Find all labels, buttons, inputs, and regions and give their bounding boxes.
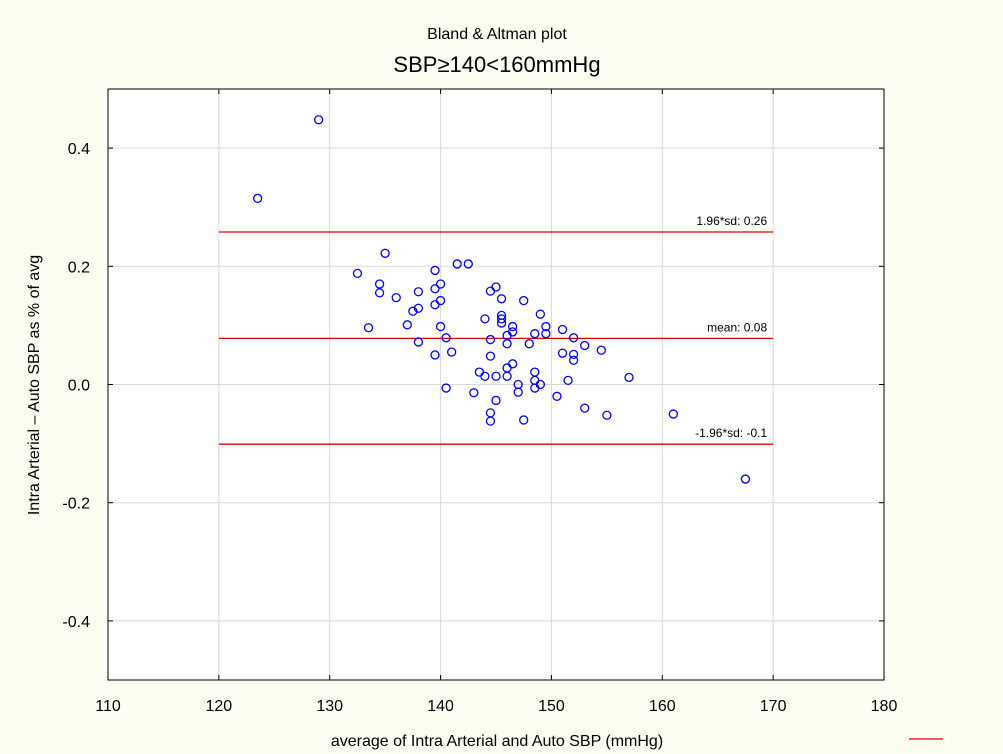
- data-point: [435, 321, 446, 332]
- data-point: [374, 279, 385, 289]
- data-point: [391, 292, 401, 303]
- data-point: [513, 387, 523, 397]
- x-tick-label: 170: [760, 698, 787, 715]
- y-tick-label: 0.4: [68, 141, 90, 158]
- data-point: [502, 339, 512, 349]
- data-point: [380, 248, 390, 258]
- data-point: [413, 287, 424, 297]
- data-point: [435, 295, 446, 306]
- data-point: [463, 259, 473, 269]
- data-point: [313, 115, 324, 125]
- data-point: [480, 371, 490, 381]
- data-point: [491, 282, 501, 292]
- data-point: [408, 306, 418, 316]
- data-point: [530, 329, 540, 339]
- y-axis-ticks: -0.4 -0.2 0.0 0.2 0.4: [62, 141, 884, 631]
- data-point: [413, 303, 424, 313]
- grid-lines: [108, 89, 884, 680]
- chart-subtitle: SBP≥140<160mmHg: [393, 52, 600, 77]
- data-point: [580, 340, 590, 351]
- data-point: [596, 345, 606, 355]
- data-point: [374, 288, 385, 298]
- y-axis-label: Intra Arterial – Auto SBP as % of avg: [26, 255, 43, 515]
- data-point: [552, 391, 562, 401]
- data-point: [535, 379, 545, 390]
- x-axis-ticks: 110 120 130 140 150 160 170 180: [95, 89, 897, 715]
- data-points: [253, 115, 751, 484]
- data-point: [568, 355, 579, 365]
- data-point: [402, 320, 412, 330]
- data-point: [441, 333, 451, 343]
- data-point: [480, 314, 490, 324]
- data-point: [491, 371, 501, 381]
- data-point: [602, 410, 612, 420]
- data-point: [507, 321, 518, 332]
- data-point: [740, 474, 751, 484]
- data-point: [363, 323, 374, 333]
- data-point: [496, 318, 507, 328]
- data-point: [430, 350, 440, 360]
- data-point: [541, 329, 551, 339]
- data-point: [580, 403, 590, 413]
- reference-lines: 1.96*sd: 0.26 mean: 0.08 -1.96*sd: -0.1: [218, 214, 774, 445]
- x-tick-label: 110: [95, 698, 121, 715]
- y-tick-label: -0.2: [62, 496, 90, 513]
- data-point: [624, 372, 634, 383]
- data-point: [441, 383, 451, 393]
- data-point: [430, 284, 440, 294]
- chart-title: Bland & Altman plot: [427, 26, 567, 43]
- x-tick-label: 120: [206, 698, 233, 715]
- data-point: [469, 388, 479, 398]
- data-point: [502, 371, 512, 381]
- data-point: [563, 375, 573, 386]
- x-tick-label: 130: [316, 698, 343, 715]
- data-point: [541, 321, 551, 332]
- y-tick-label: 0.0: [68, 378, 90, 395]
- data-point: [519, 295, 529, 306]
- data-point: [568, 333, 579, 343]
- data-point: [430, 265, 440, 276]
- data-point: [668, 409, 679, 419]
- data-point: [496, 314, 507, 324]
- data-point: [496, 294, 507, 304]
- y-tick-label: 0.2: [68, 259, 90, 276]
- data-point: [485, 334, 496, 345]
- reference-line-label: -1.96*sd: -0.1: [695, 426, 767, 440]
- data-point: [557, 348, 568, 358]
- data-point: [447, 347, 457, 357]
- x-tick-label: 140: [427, 698, 454, 715]
- data-point: [535, 309, 545, 319]
- data-point: [435, 279, 446, 289]
- data-point: [524, 339, 534, 349]
- data-point: [568, 349, 579, 360]
- x-tick-label: 160: [649, 698, 676, 715]
- reference-line-label: mean: 0.08: [707, 320, 767, 334]
- data-point: [485, 351, 496, 361]
- data-point: [452, 259, 462, 269]
- data-point: [491, 395, 501, 406]
- data-point: [519, 415, 529, 425]
- y-tick-label: -0.4: [62, 614, 90, 631]
- data-point: [253, 193, 263, 203]
- data-point: [352, 268, 363, 279]
- data-point: [485, 416, 496, 426]
- x-tick-label: 180: [871, 698, 898, 715]
- x-axis-label: average of Intra Arterial and Auto SBP (…: [331, 733, 663, 750]
- data-point: [507, 359, 518, 369]
- data-point: [413, 337, 424, 347]
- x-tick-label: 150: [538, 698, 565, 715]
- data-point: [557, 324, 568, 335]
- reference-line-label: 1.96*sd: 0.26: [696, 214, 767, 228]
- data-point: [507, 327, 518, 337]
